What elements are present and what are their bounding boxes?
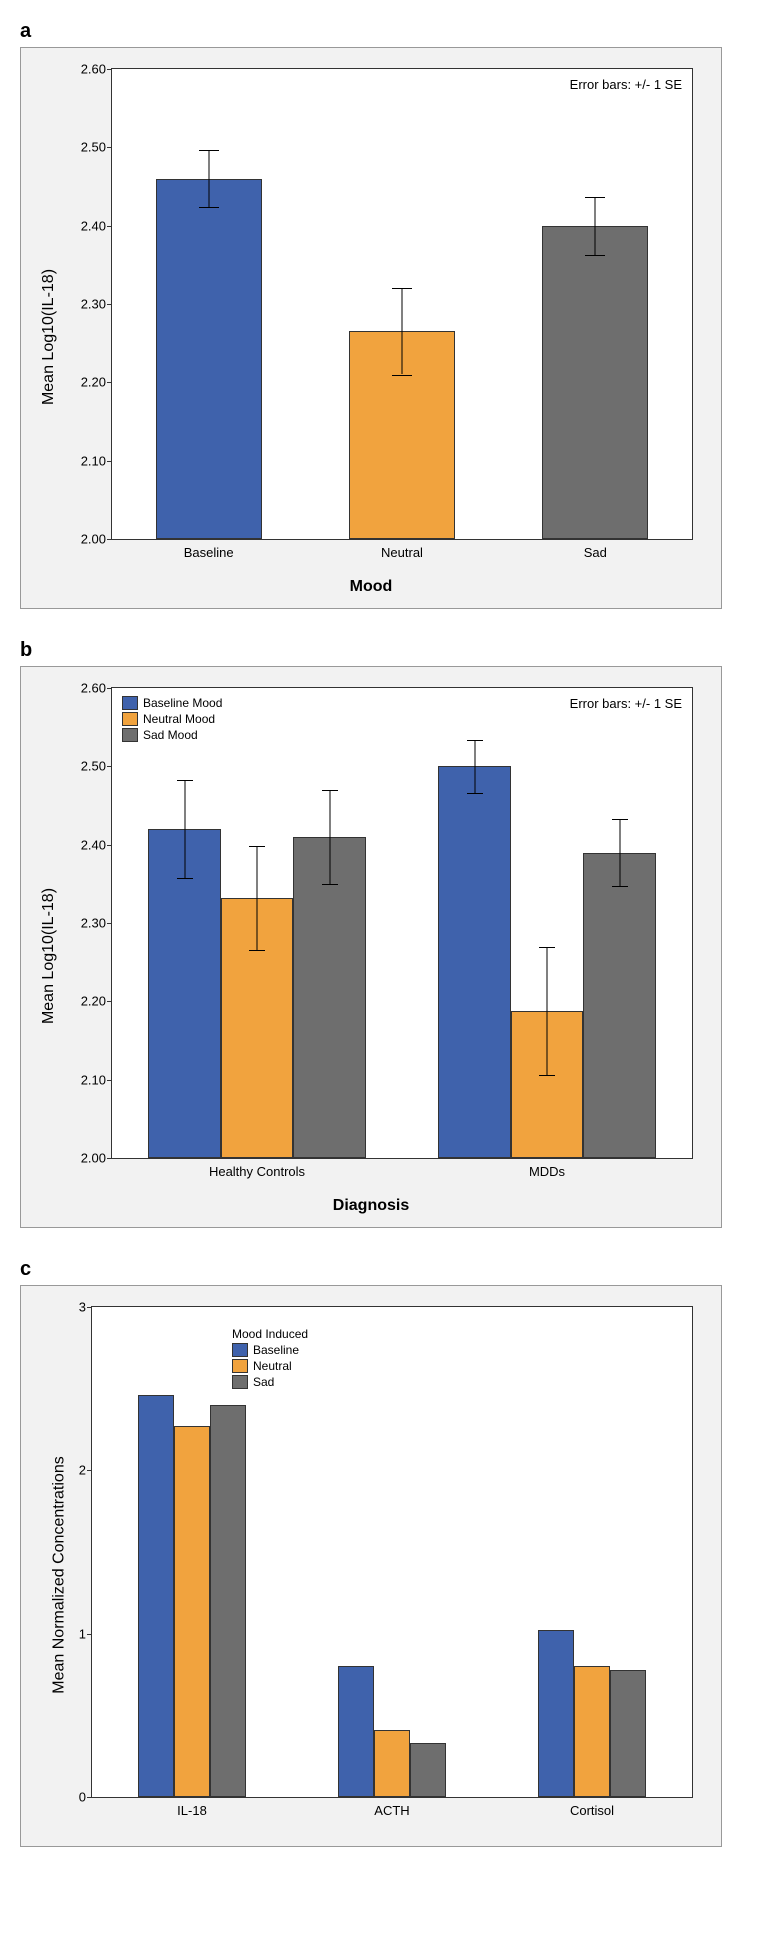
bar: [438, 766, 511, 1158]
bar: [610, 1670, 646, 1797]
y-tick-label: 2.40: [81, 218, 106, 233]
x-tick-label: MDDs: [529, 1164, 565, 1179]
y-tick-label: 1: [79, 1626, 86, 1641]
legend-item: Neutral: [232, 1359, 308, 1373]
panel-b-plot: 2.002.102.202.302.402.502.60Healthy Cont…: [111, 687, 693, 1159]
panel-c-label: c: [20, 1258, 759, 1281]
bar: [210, 1405, 246, 1797]
bar: [574, 1666, 610, 1797]
bar: [174, 1426, 210, 1797]
legend-item: Neutral Mood: [122, 712, 222, 726]
bar: [293, 837, 366, 1158]
panel-a-label: a: [20, 20, 759, 43]
panel-b-label: b: [20, 639, 759, 662]
panel-c: c Mean Normalized Concentrations 0123IL-…: [20, 1258, 759, 1847]
panel-c-chart: Mean Normalized Concentrations 0123IL-18…: [20, 1285, 722, 1847]
y-tick-label: 2.20: [81, 375, 106, 390]
legend-item: Sad: [232, 1375, 308, 1389]
panel-a-plot: 2.002.102.202.302.402.502.60BaselineNeut…: [111, 68, 693, 540]
y-tick-label: 0: [79, 1790, 86, 1805]
y-tick-label: 2.30: [81, 916, 106, 931]
bar: [538, 1630, 574, 1797]
x-tick-label: Baseline: [184, 545, 234, 560]
x-tick-label: Sad: [584, 545, 607, 560]
bar: [410, 1743, 446, 1797]
panel-a-ylabel: Mean Log10(IL-18): [40, 269, 58, 405]
panel-a-xlabel: Mood: [350, 578, 393, 596]
y-tick-label: 2.10: [81, 1072, 106, 1087]
panel-c-plot: 0123IL-18ACTHCortisolMood InducedBaselin…: [91, 1306, 693, 1798]
bar: [138, 1395, 174, 1797]
panel-a: a Mean Log10(IL-18) 2.002.102.202.302.40…: [20, 20, 759, 609]
y-tick-label: 2.50: [81, 140, 106, 155]
panel-c-ylabel: Mean Normalized Concentrations: [51, 1456, 69, 1693]
panel-b-chart: Mean Log10(IL-18) 2.002.102.202.302.402.…: [20, 666, 722, 1228]
panel-b-legend: Baseline Mood Neutral Mood Sad Mood: [122, 696, 222, 744]
error-bar-annotation: Error bars: +/- 1 SE: [570, 696, 682, 711]
x-tick-label: Cortisol: [570, 1803, 614, 1818]
y-tick-label: 2.60: [81, 681, 106, 696]
bar: [583, 853, 656, 1159]
y-tick-label: 2.00: [81, 532, 106, 547]
legend-item: Baseline: [232, 1343, 308, 1357]
bar: [374, 1730, 410, 1797]
legend-item: Baseline Mood: [122, 696, 222, 710]
legend-title: Mood Induced: [232, 1327, 308, 1341]
y-tick-label: 3: [79, 1300, 86, 1315]
y-tick-label: 2: [79, 1463, 86, 1478]
x-tick-label: ACTH: [374, 1803, 409, 1818]
x-tick-label: Neutral: [381, 545, 423, 560]
legend-item: Sad Mood: [122, 728, 222, 742]
y-tick-label: 2.10: [81, 453, 106, 468]
panel-b: b Mean Log10(IL-18) 2.002.102.202.302.40…: [20, 639, 759, 1228]
panel-b-xlabel: Diagnosis: [333, 1197, 409, 1215]
y-tick-label: 2.60: [81, 62, 106, 77]
y-tick-label: 2.50: [81, 759, 106, 774]
panel-b-ylabel: Mean Log10(IL-18): [40, 888, 58, 1024]
y-tick-label: 2.40: [81, 837, 106, 852]
panel-a-chart: Mean Log10(IL-18) 2.002.102.202.302.402.…: [20, 47, 722, 609]
x-tick-label: Healthy Controls: [209, 1164, 305, 1179]
bar: [338, 1666, 374, 1797]
y-tick-label: 2.30: [81, 297, 106, 312]
y-tick-label: 2.00: [81, 1151, 106, 1166]
y-tick-label: 2.20: [81, 994, 106, 1009]
x-tick-label: IL-18: [177, 1803, 207, 1818]
panel-c-legend: Mood Induced Baseline Neutral Sad: [232, 1327, 308, 1391]
bar: [542, 226, 648, 539]
bar: [156, 179, 262, 539]
error-bar-annotation: Error bars: +/- 1 SE: [570, 77, 682, 92]
